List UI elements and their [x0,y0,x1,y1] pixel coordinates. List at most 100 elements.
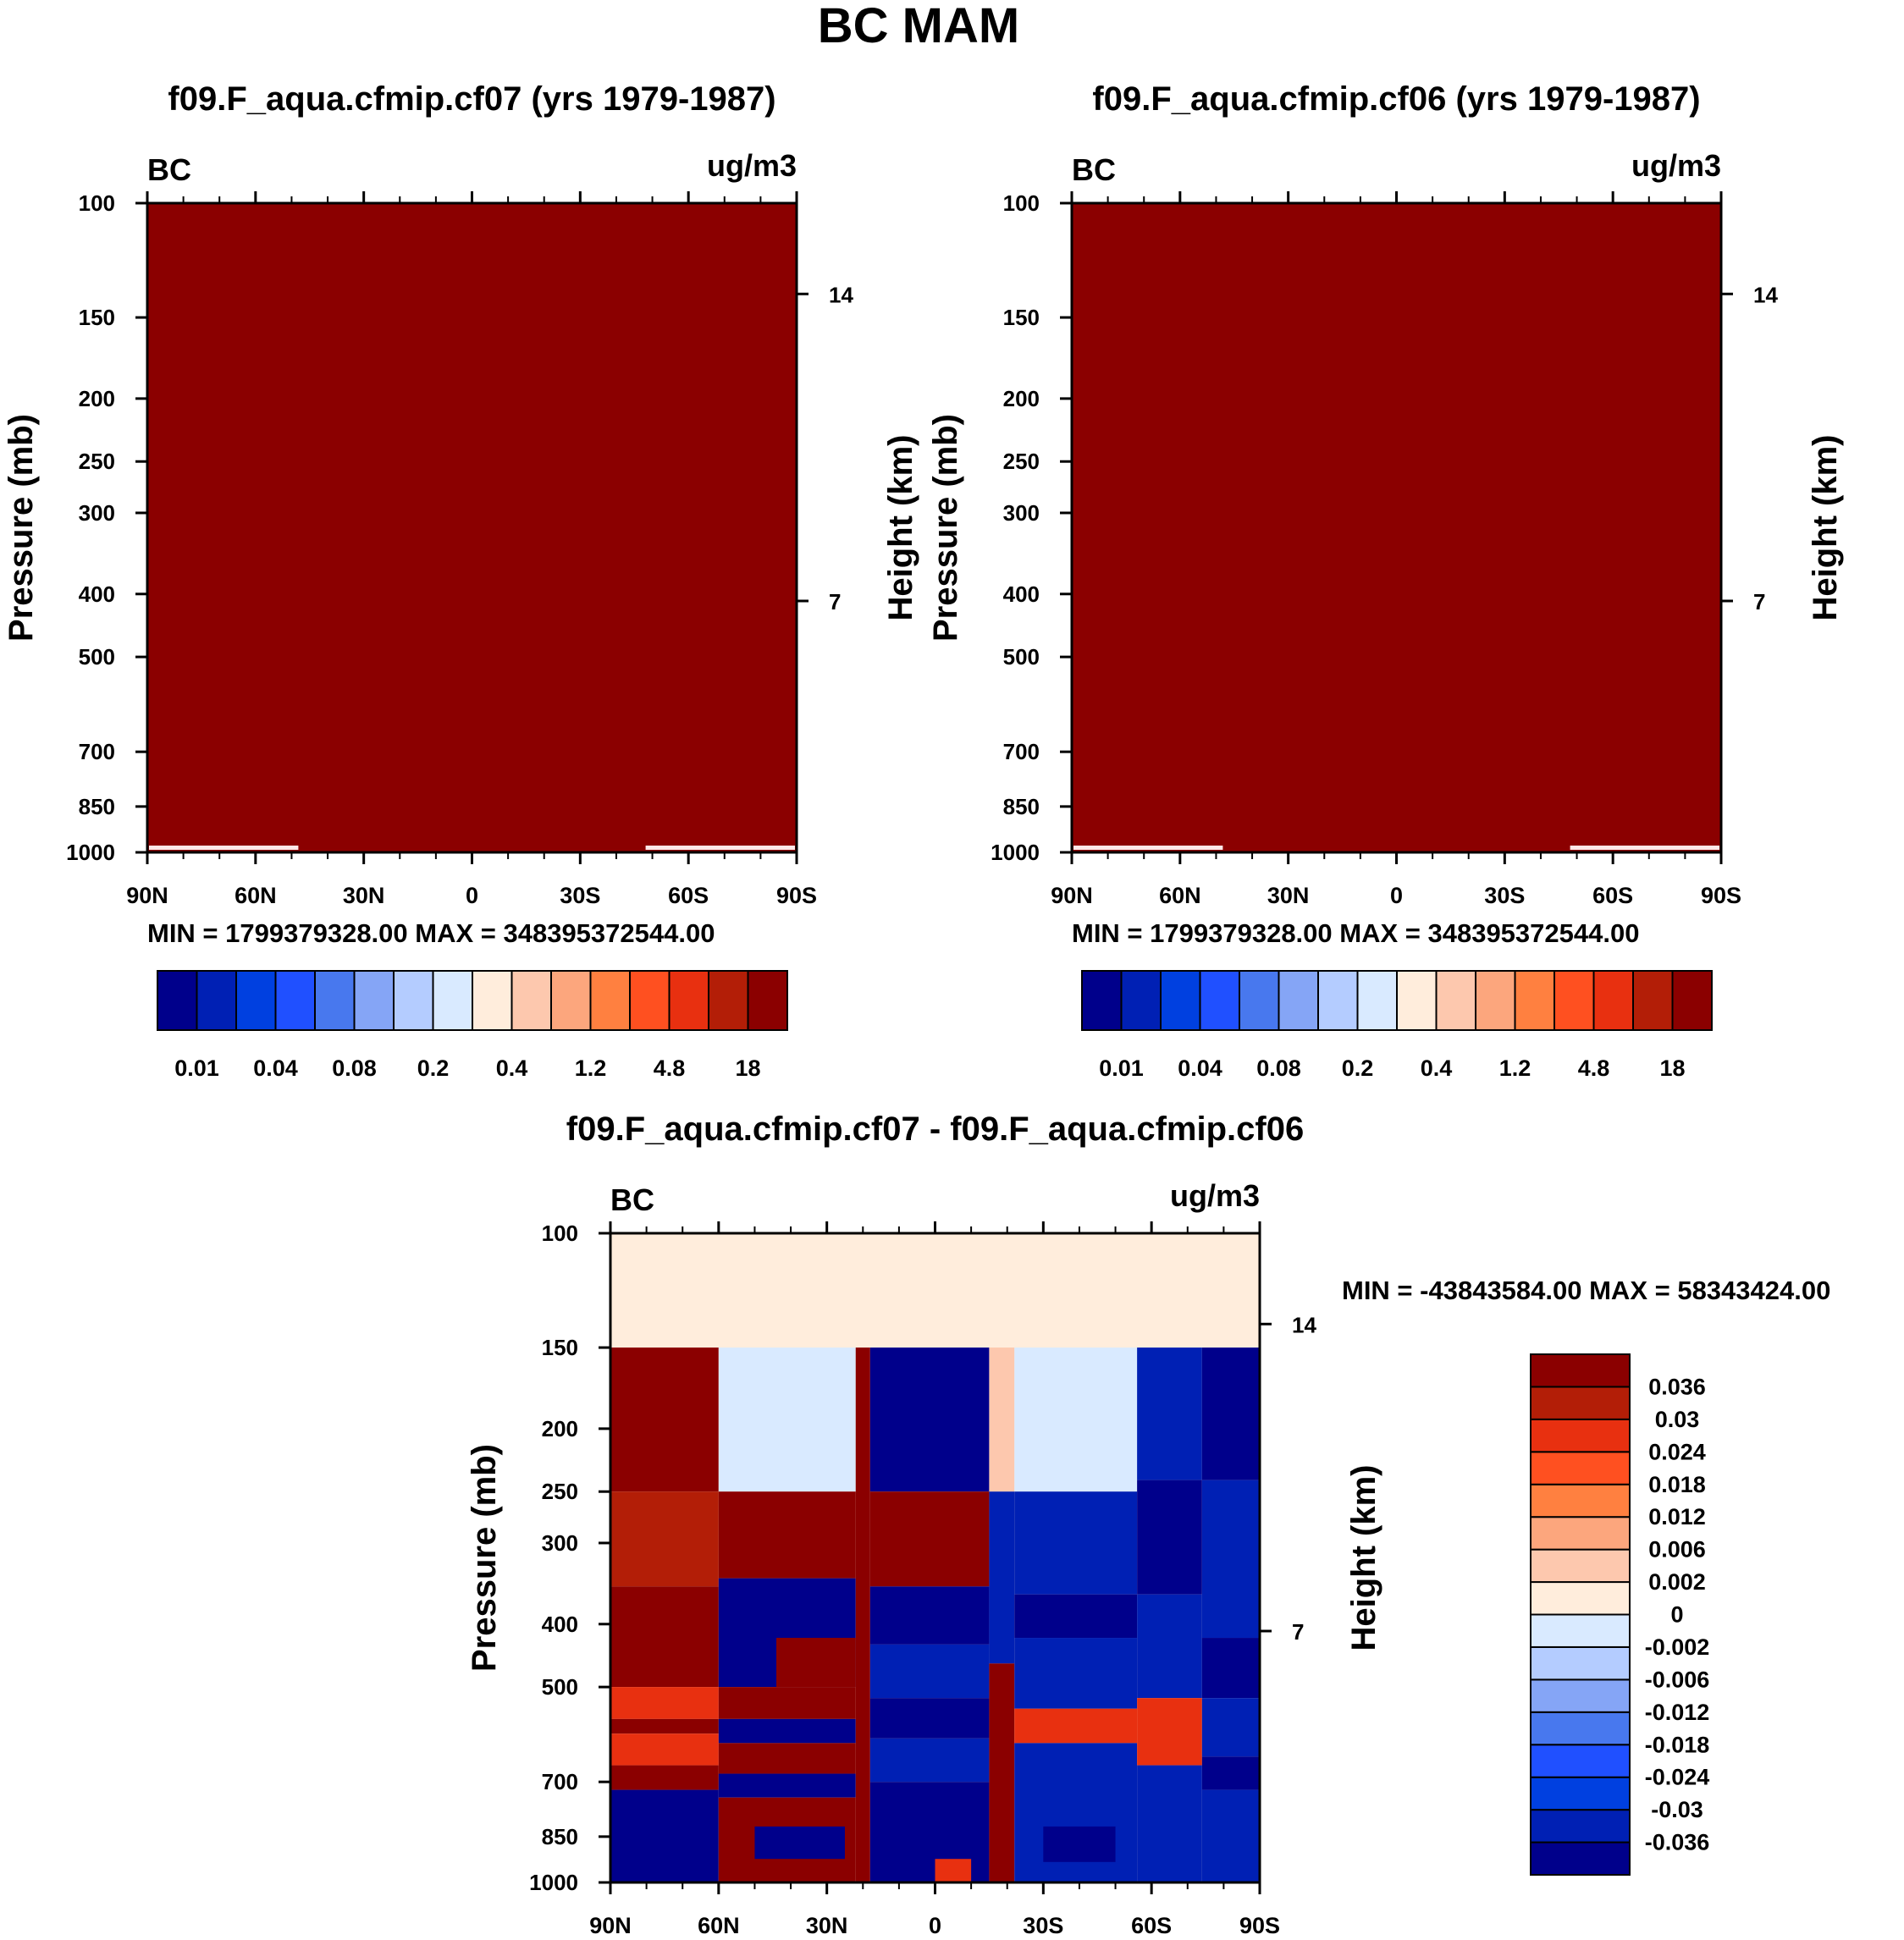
right-tick-label: 14 [829,282,853,307]
field-cell [989,1663,1015,1882]
colorbar-box [1530,1483,1631,1518]
y-tick-label: 300 [79,500,115,526]
y-tick-label: 300 [1003,500,1040,526]
x-tick-label: 90N [589,1913,632,1938]
right-tick-label: 7 [1753,589,1765,615]
colorbar-box [196,970,237,1031]
y-axis-label-right: Height (km) [1345,1465,1382,1651]
colorbar-label: 1.2 [575,1055,607,1081]
y-tick-label: 400 [542,1612,578,1637]
colorbar-box [708,970,749,1031]
y-tick-label: 250 [1003,449,1040,474]
colorbar-box [1530,1776,1631,1811]
y-tick-label: 100 [542,1221,578,1246]
colorbar-label: -0.036 [1645,1830,1710,1855]
colorbar-box [1530,1711,1631,1746]
field-cell [935,1233,1044,1348]
variable-label: BC [147,152,191,187]
colorbar-label: 0.04 [253,1055,298,1081]
field-cell [1014,1348,1138,1492]
colorbar-box [629,970,671,1031]
colorbar-label: -0.024 [1645,1765,1710,1790]
field-cell [1201,1480,1260,1639]
colorbar-label: 0 [1670,1602,1683,1628]
x-tick-label: 0 [1390,883,1403,908]
field-cell [718,1743,856,1774]
field-cell [869,1782,990,1882]
colorbar-box [1530,1841,1631,1876]
field-cell [610,1233,719,1348]
field-cell [1014,1491,1138,1595]
x-tick-label: 90S [776,883,817,908]
y-tick-label: 250 [79,449,115,474]
min-max-label: MIN = 1799379328.00 MAX = 348395372544.0… [147,918,715,948]
field-cell [1201,1756,1260,1790]
colorbar-box [1317,970,1359,1031]
colorbar-label: 0.002 [1648,1569,1706,1595]
field-cell [869,1491,990,1587]
colorbar-label: -0.012 [1645,1700,1710,1725]
colorbar-box [668,970,709,1031]
colorbar-box [472,970,513,1031]
field-cell [869,1644,990,1699]
field-cell [1137,1765,1202,1882]
colorbar-box [235,970,277,1031]
colorbar-box [1530,1744,1631,1778]
field-cell [610,1586,719,1688]
x-tick-label: 30S [1023,1913,1063,1938]
y-tick-label: 500 [542,1674,578,1700]
field-edge-sliver [645,846,795,850]
field-cell [1201,1348,1260,1480]
field-cell [1201,1638,1260,1699]
x-tick-label: 30S [560,883,600,908]
colorbar-box [1530,1353,1631,1388]
x-tick-label: 30N [806,1913,848,1938]
colorbar-label: 18 [1659,1055,1685,1081]
colorbar-label: 18 [735,1055,760,1081]
colorbar-label: 0.08 [1256,1055,1301,1081]
x-tick-label: 60S [1131,1913,1172,1938]
units-label: ug/m3 [1631,148,1721,183]
y-tick-label: 500 [1003,644,1040,670]
y-tick-label: 400 [79,581,115,607]
y-tick-label: 100 [79,190,115,216]
x-tick-label: 30N [343,883,385,908]
y-tick-label: 1000 [66,840,115,865]
field-cell [1137,1480,1202,1595]
colorbar-box [1530,1645,1631,1681]
colorbar-box [1356,970,1398,1031]
right-tick-label: 14 [1292,1312,1316,1337]
field-cell [776,1638,856,1688]
colorbar-label: 0.2 [1342,1055,1374,1081]
colorbar-label: 0.03 [1655,1407,1700,1432]
field-cell [855,1348,870,1882]
y-tick-label: 150 [79,305,115,330]
colorbar-label: 0.012 [1648,1504,1706,1529]
field-cell [1201,1789,1260,1882]
y-tick-label: 500 [79,644,115,670]
x-tick-label: 60N [1159,883,1201,908]
field-cell [718,1718,856,1744]
field-cell [718,1348,856,1492]
y-tick-label: 200 [1003,386,1040,411]
colorbar-box [510,970,552,1031]
y-tick-label: 850 [1003,794,1040,819]
colorbar-box [1530,1581,1631,1616]
colorbar-box [1530,1418,1631,1453]
field-cell [754,1826,845,1860]
variable-label: BC [610,1182,654,1217]
chart-title: f09.F_aqua.cfmip.cf07 (yrs 1979-1987) [168,80,775,118]
y-tick-label: 150 [1003,305,1040,330]
x-tick-label: 0 [466,883,478,908]
colorbar-box [1671,970,1713,1031]
field-cell [1014,1594,1138,1639]
chart-title: f09.F_aqua.cfmip.cf07 - f09.F_aqua.cfmip… [566,1111,1304,1148]
colorbar-box [1530,1678,1631,1713]
field-cell [826,1233,935,1348]
units-label: ug/m3 [1170,1178,1260,1213]
y-axis-label-right: Height (km) [882,435,919,621]
colorbar-box [157,970,198,1031]
colorbar-box [1530,1613,1631,1648]
colorbar-label: 0.01 [174,1055,219,1081]
colorbar-box [1632,970,1674,1031]
